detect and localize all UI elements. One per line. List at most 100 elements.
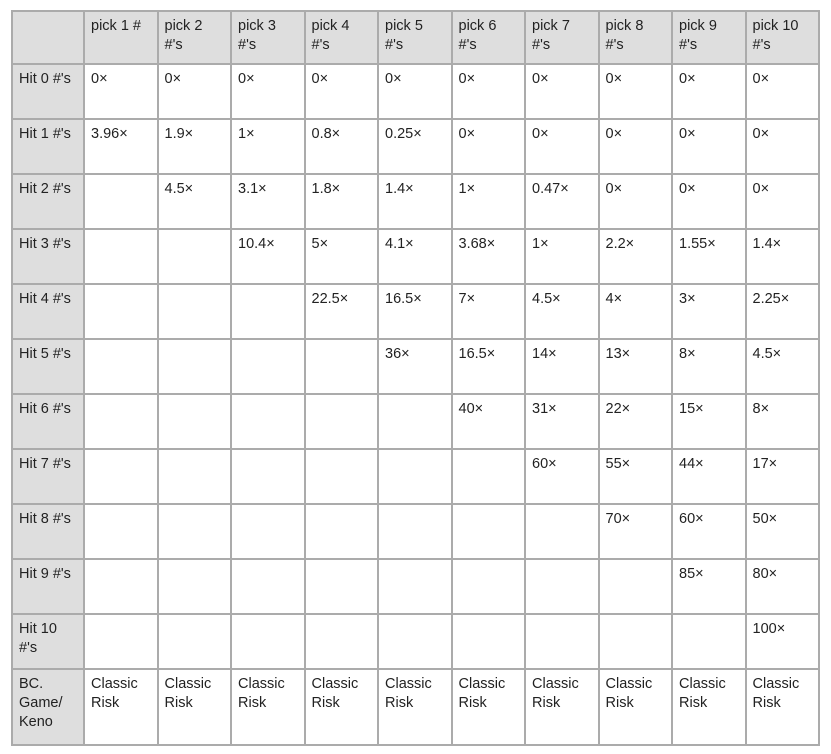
payout-cell: 8× [671,338,747,395]
payout-cell [230,503,306,560]
payout-cell: 1.4× [377,173,453,230]
payout-cell: Classic Risk [377,668,453,746]
row-header: Hit 3 #'s [11,228,85,285]
payout-cell [156,228,232,285]
payout-cell [83,338,159,395]
payout-cell: 7× [450,283,526,340]
payout-cell [303,503,379,560]
payout-cell [524,613,600,670]
payout-cell [450,613,526,670]
payout-cell: 0× [230,63,306,120]
payout-cell: 0.47× [524,173,600,230]
payout-cell: 0× [524,63,600,120]
payout-cell [156,558,232,615]
payout-cell [303,448,379,505]
payout-cell: 17× [744,448,820,505]
payout-cell: 1.9× [156,118,232,175]
payout-cell [303,558,379,615]
payout-cell: 44× [671,448,747,505]
payout-cell: 3.1× [230,173,306,230]
payout-cell [377,448,453,505]
payout-cell [597,558,673,615]
payout-cell [377,503,453,560]
payout-cell: 55× [597,448,673,505]
table-row: Hit 0 #'s 0× 0× 0× 0× 0× 0× 0× 0× 0× 0× [11,63,820,120]
column-header: pick 1 # [83,10,159,65]
payout-cell: 0× [83,63,159,120]
column-header: pick 8 #'s [597,10,673,65]
payout-cell: Classic Risk [671,668,747,746]
payout-cell: 8× [744,393,820,450]
payout-cell: 0× [744,173,820,230]
payout-cell [303,393,379,450]
row-header: BC. Game/ Keno [11,668,85,746]
row-header: Hit 5 #'s [11,338,85,395]
footer-row: BC. Game/ Keno Classic Risk Classic Risk Cl… [11,668,820,746]
row-header: Hit 9 #'s [11,558,85,615]
payout-cell: Classic Risk [230,668,306,746]
payout-cell: 0× [377,63,453,120]
payout-cell: 14× [524,338,600,395]
payout-cell: 1× [450,173,526,230]
payout-cell [230,393,306,450]
payout-cell: 13× [597,338,673,395]
table-row: Hit 8 #'s 70× 60× 50× [11,503,820,560]
payout-cell: Classic Risk [450,668,526,746]
payout-cell: 36× [377,338,453,395]
payout-cell [156,613,232,670]
payout-cell: 1.8× [303,173,379,230]
payout-cell: 3× [671,283,747,340]
row-header: Hit 8 #'s [11,503,85,560]
payout-cell: 2.25× [744,283,820,340]
payout-cell: 40× [450,393,526,450]
payout-cell: 60× [524,448,600,505]
payout-cell: 50× [744,503,820,560]
payout-cell [303,613,379,670]
payout-cell: 0× [450,63,526,120]
payout-cell: 4.5× [744,338,820,395]
payout-cell [303,338,379,395]
payout-cell [83,558,159,615]
row-header: Hit 0 #'s [11,63,85,120]
column-header: pick 4 #'s [303,10,379,65]
payout-cell: 60× [671,503,747,560]
payout-cell: 0× [744,63,820,120]
payout-cell: Classic Risk [156,668,232,746]
payout-cell [83,173,159,230]
payout-cell: 16.5× [450,338,526,395]
payout-cell: 70× [597,503,673,560]
column-header: pick 10 #'s [744,10,820,65]
payout-cell [450,503,526,560]
row-header: Hit 10 #'s [11,613,85,670]
payout-cell: 4× [597,283,673,340]
payout-cell: 0× [597,118,673,175]
payout-cell [156,448,232,505]
payout-cell: 1× [230,118,306,175]
payout-cell: 0× [671,118,747,175]
payout-cell: 0.8× [303,118,379,175]
payout-cell: 0× [597,63,673,120]
row-header: Hit 4 #'s [11,283,85,340]
payout-cell [450,448,526,505]
payout-cell: 31× [524,393,600,450]
payout-cell: 0× [744,118,820,175]
payout-cell: 3.96× [83,118,159,175]
payout-cell: 1.55× [671,228,747,285]
payout-cell [230,283,306,340]
payout-cell [156,503,232,560]
table-row: Hit 7 #'s 60× 55× 44× 17× [11,448,820,505]
payout-cell [597,613,673,670]
payout-cell: 80× [744,558,820,615]
payout-cell: 22× [597,393,673,450]
payout-cell [450,558,526,615]
table-row: Hit 1 #'s 3.96× 1.9× 1× 0.8× 0.25× 0× 0× 0× 0× 0× [11,118,820,175]
payout-cell: 3.68× [450,228,526,285]
table-row: Hit 4 #'s 22.5× 16.5× 7× 4.5× 4× 3× 2.25× [11,283,820,340]
row-header: Hit 2 #'s [11,173,85,230]
payout-cell: 16.5× [377,283,453,340]
payout-cell: Classic Risk [597,668,673,746]
payout-cell: 4.5× [156,173,232,230]
payout-cell: 1.4× [744,228,820,285]
payout-cell: 0× [597,173,673,230]
payout-cell [83,283,159,340]
